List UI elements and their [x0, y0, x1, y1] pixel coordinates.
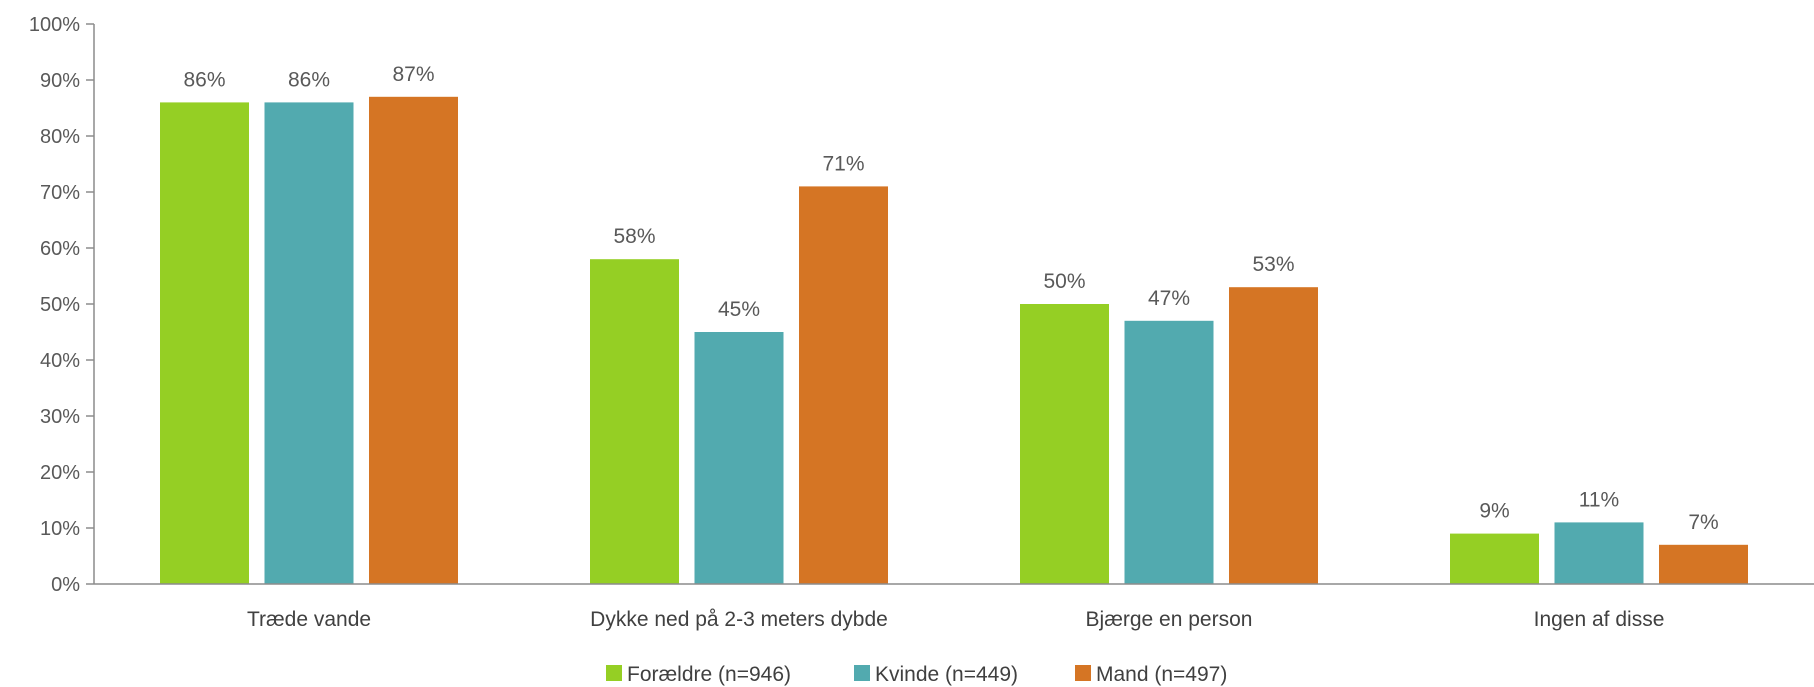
- data-label: 86%: [288, 68, 330, 91]
- y-tick-label: 70%: [40, 182, 80, 204]
- bar: [694, 332, 784, 584]
- data-label: 87%: [392, 63, 434, 86]
- y-tick-label: 100%: [29, 14, 80, 36]
- data-label: 47%: [1148, 287, 1190, 310]
- legend-swatch: [854, 665, 870, 681]
- data-labels: 86% 86% 87% 58% 45% 71% 50% 47% 53% 9% 11% 7%: [183, 63, 1718, 534]
- data-label: 11%: [1579, 488, 1619, 511]
- y-tick-label: 10%: [40, 518, 80, 540]
- bar: [1020, 304, 1109, 584]
- y-tick-label: 20%: [40, 462, 80, 484]
- y-tick-label: 60%: [40, 238, 80, 260]
- y-tick-label: 80%: [40, 126, 80, 148]
- x-axis: Træde vande Dykke ned på 2-3 meters dybde…: [94, 583, 1814, 631]
- bar: [799, 186, 888, 584]
- data-label: 53%: [1252, 253, 1294, 276]
- y-axis: 0% 10% 20% 30% 40% 50% 60% 70% 80% 90% 100%: [29, 14, 95, 596]
- y-tick-label: 90%: [40, 70, 80, 92]
- legend-swatch: [1075, 665, 1091, 681]
- bar: [160, 102, 249, 585]
- bar: [369, 96, 458, 585]
- data-label: 45%: [718, 298, 760, 321]
- data-label: 50%: [1043, 270, 1085, 293]
- data-label: 71%: [822, 152, 864, 175]
- y-tick-label: 40%: [40, 350, 80, 372]
- data-label: 7%: [1688, 511, 1718, 534]
- x-tick-label: Træde vande: [247, 608, 371, 631]
- data-label: 86%: [183, 68, 225, 91]
- bar: [1450, 533, 1539, 584]
- x-tick-label: Dykke ned på 2-3 meters dybde: [590, 608, 888, 631]
- bar: [1659, 544, 1748, 584]
- legend-label: Kvinde (n=449): [875, 663, 1018, 686]
- y-tick-label: 30%: [40, 406, 80, 428]
- legend-label: Forældre (n=946): [627, 663, 791, 686]
- legend: Forældre (n=946) Kvinde (n=449) Mand (n=49…: [606, 663, 1227, 686]
- bars: [160, 96, 1748, 585]
- y-tick-label: 0%: [51, 574, 80, 596]
- data-label: 9%: [1479, 500, 1509, 523]
- bar: [1554, 522, 1644, 584]
- legend-swatch: [606, 665, 622, 681]
- legend-label: Mand (n=497): [1096, 663, 1227, 686]
- data-label: 58%: [613, 225, 655, 248]
- x-tick-label: Ingen af disse: [1534, 608, 1665, 631]
- x-tick-label: Bjærge en person: [1086, 608, 1253, 631]
- bar: [264, 102, 354, 585]
- y-tick-label: 50%: [40, 294, 80, 316]
- bar: [1124, 320, 1214, 584]
- bar: [590, 259, 679, 584]
- bar: [1229, 287, 1318, 584]
